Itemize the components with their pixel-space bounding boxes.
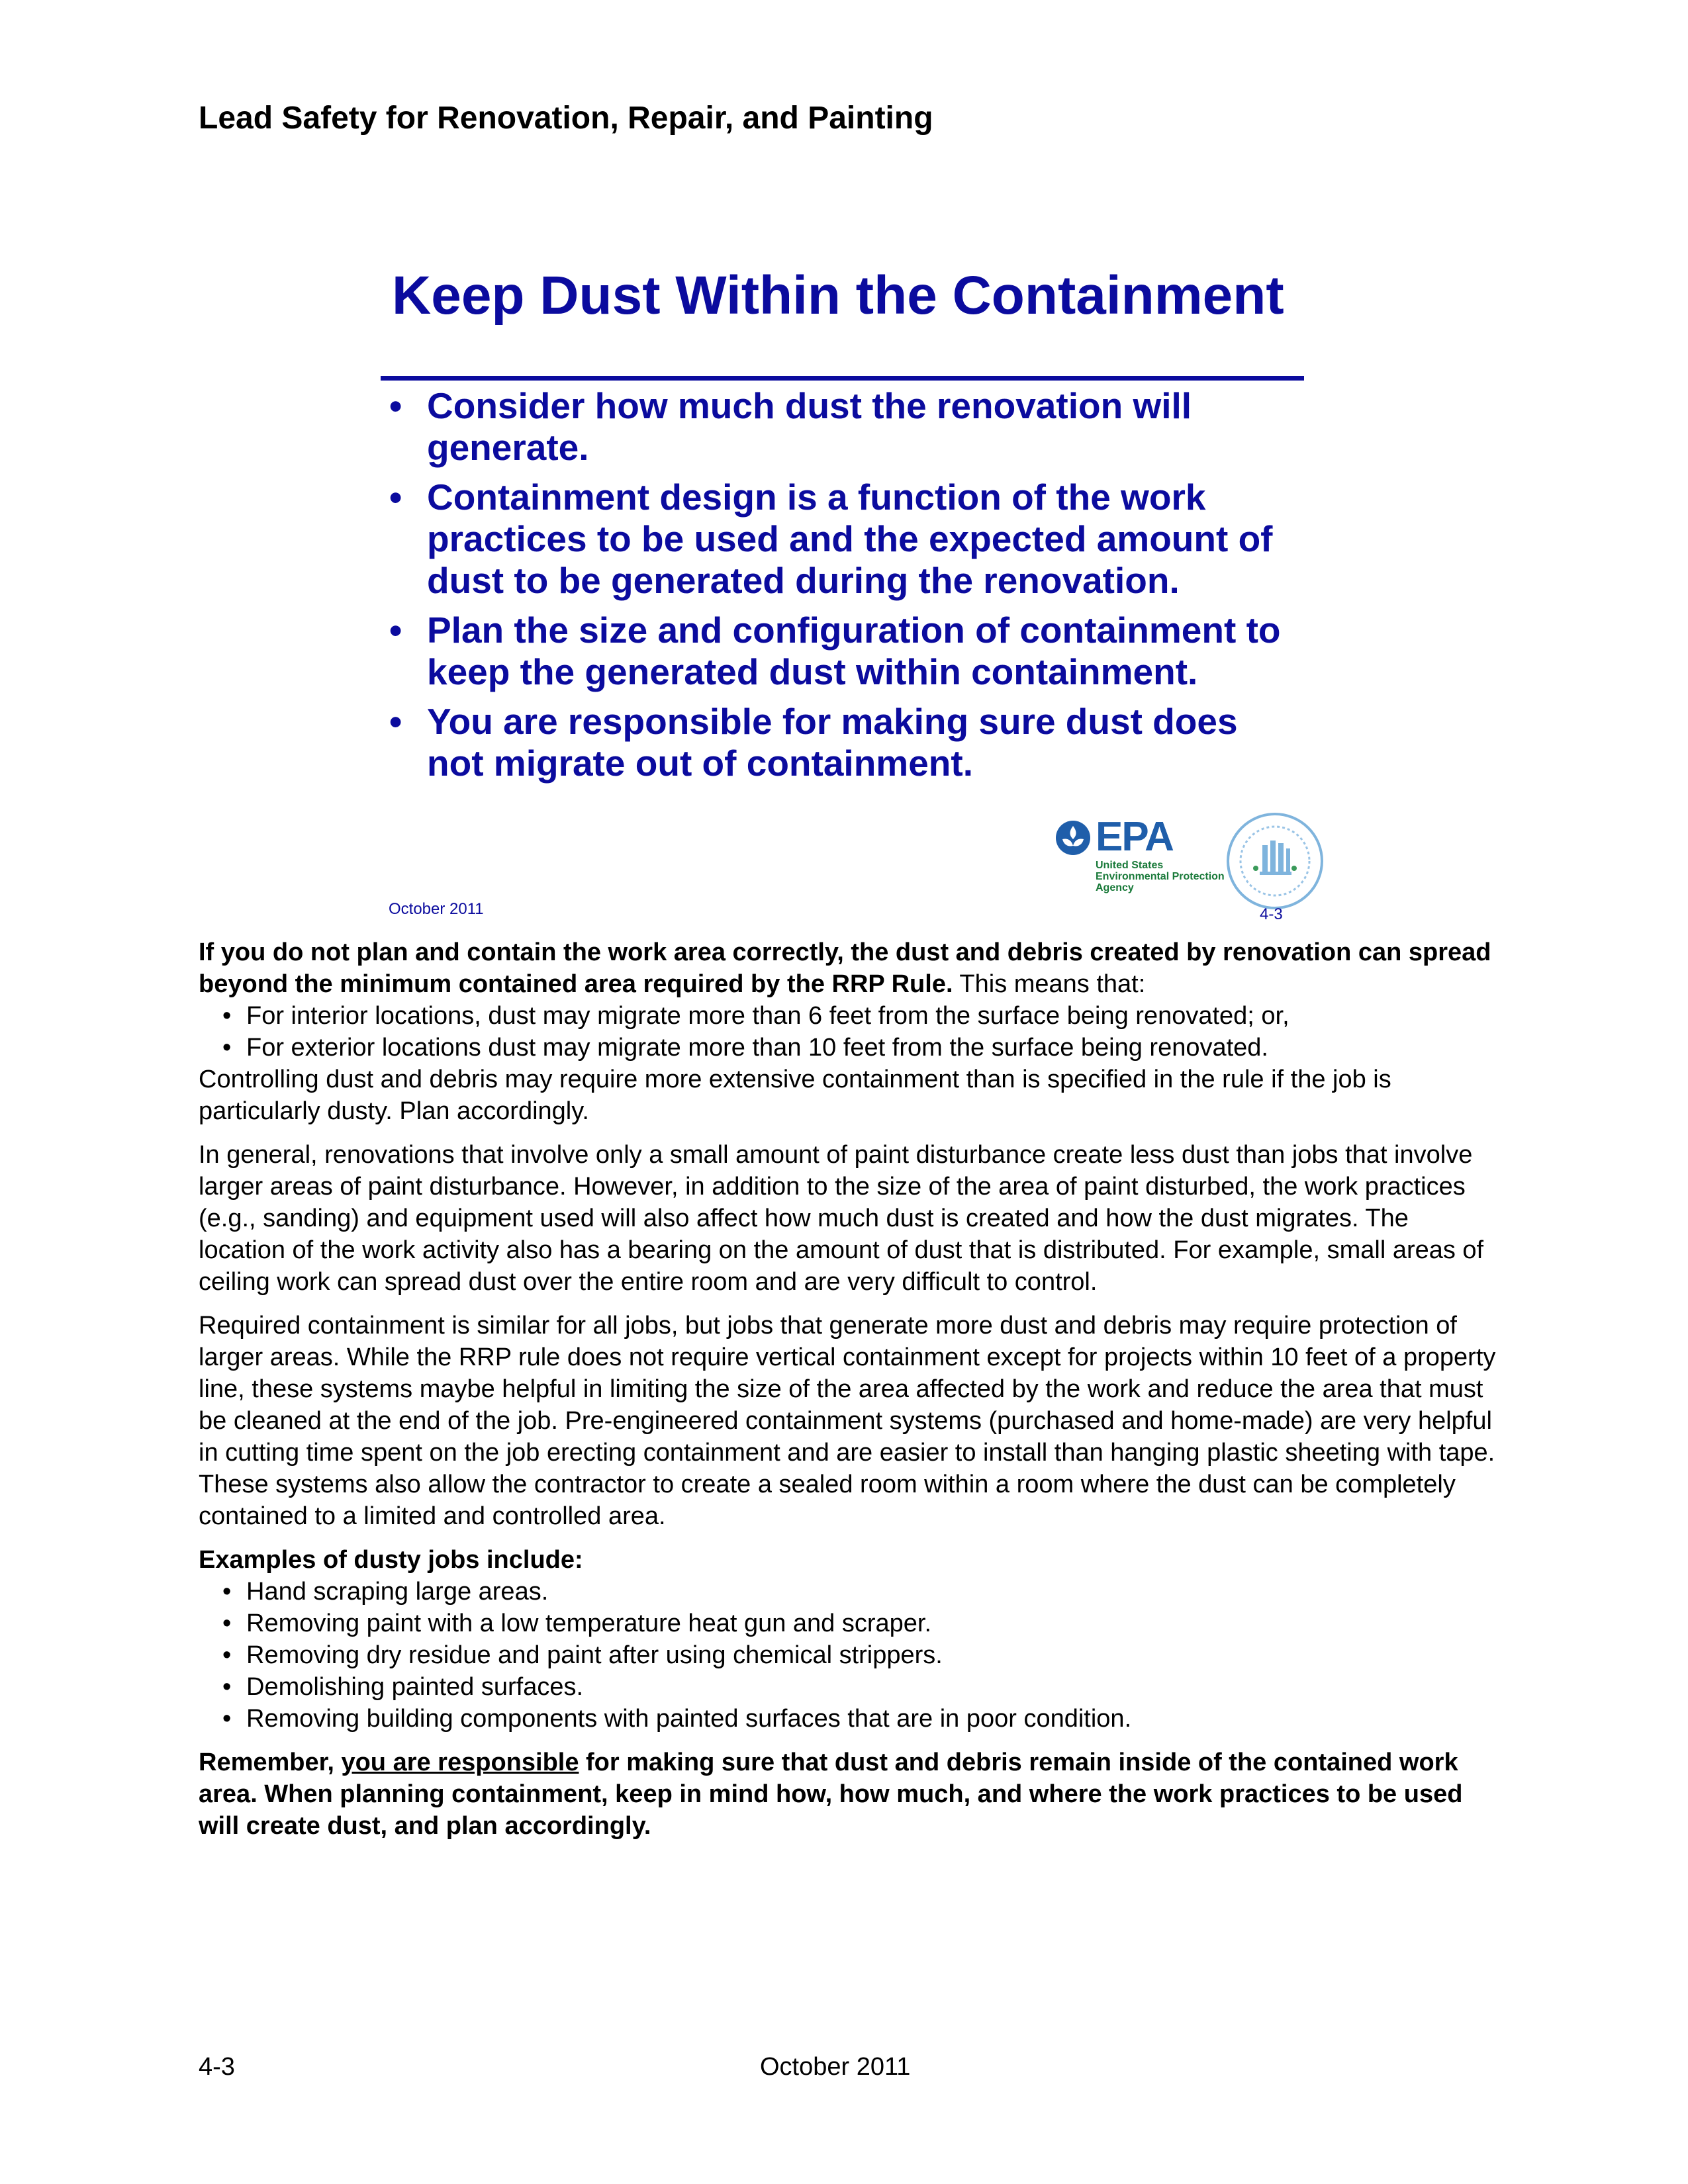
list-item-text: For interior locations, dust may migrate… xyxy=(246,1002,1289,1030)
epa-logo: EPA United States Environmental Protecti… xyxy=(1056,817,1248,900)
list-item: • Demolishing painted surfaces. xyxy=(199,1671,1496,1703)
notes-intro-rest: This means that: xyxy=(953,970,1146,998)
slide-bullet-list: • Consider how much dust the renovation w… xyxy=(381,385,1301,792)
list-item-text: Hand scraping large areas. xyxy=(246,1578,549,1606)
remember-paragraph: Remember, you are responsible for making… xyxy=(199,1747,1496,1842)
slide-bullet-text: Plan the size and configuration of conta… xyxy=(427,610,1281,692)
list-item-text: Removing paint with a low temperature he… xyxy=(246,1610,932,1637)
notes-intro-followup: Controlling dust and debris may require … xyxy=(199,1066,1391,1125)
list-item: • Removing paint with a low temperature h… xyxy=(199,1608,1496,1639)
list-item-text: For exterior locations dust may migrate … xyxy=(246,1034,1268,1062)
list-item-text: Demolishing painted surfaces. xyxy=(246,1673,584,1701)
bullet-icon: • xyxy=(389,701,402,742)
notes-intro-bold: If you do not plan and contain the work … xyxy=(199,938,1491,998)
bullet-icon: • xyxy=(222,1705,232,1733)
bullet-icon: • xyxy=(222,1673,232,1701)
slide-bullet-text: You are responsible for making sure dust… xyxy=(427,701,1238,784)
bullet-icon: • xyxy=(389,610,402,651)
epa-flower-icon xyxy=(1056,821,1090,855)
notes-paragraph-required: Required containment is similar for all … xyxy=(199,1312,1496,1530)
notes-intro: If you do not plan and contain the work … xyxy=(199,936,1496,1000)
epa-agency-name: United States Environmental Protection A… xyxy=(1096,860,1225,893)
bullet-icon: • xyxy=(389,477,402,518)
slide-bullet: • You are responsible for making sure dus… xyxy=(381,701,1301,784)
slide-bullet-text: Consider how much dust the renovation wi… xyxy=(427,385,1192,468)
list-item-text: Removing building components with painte… xyxy=(246,1705,1132,1733)
slide-footer-page: 4-3 xyxy=(1260,905,1283,923)
list-item-text: Removing dry residue and paint after usi… xyxy=(246,1641,943,1669)
instructor-notes: If you do not plan and contain the work … xyxy=(199,936,1496,1854)
notes-paragraph-general: In general, renovations that involve onl… xyxy=(199,1141,1484,1296)
slide-footer-date: October 2011 xyxy=(389,900,484,918)
bullet-icon: • xyxy=(222,1034,232,1062)
examples-list: • Hand scraping large areas. • Removing pa… xyxy=(199,1576,1496,1735)
epa-wordmark: EPA xyxy=(1096,814,1174,860)
slide-bullet-text: Containment design is a function of the … xyxy=(427,477,1273,601)
bullet-icon: • xyxy=(222,1002,232,1030)
remember-start: Remember, xyxy=(199,1749,342,1776)
slide-title-rule xyxy=(381,376,1304,381)
list-item: • Hand scraping large areas. xyxy=(199,1576,1496,1608)
page-footer-date: October 2011 xyxy=(760,2053,911,2081)
slide-title: Keep Dust Within the Containment xyxy=(392,265,1284,326)
slide-panel: Keep Dust Within the Containment • Consid… xyxy=(381,258,1327,936)
list-item: • Removing dry residue and paint after us… xyxy=(199,1639,1496,1671)
examples-heading: Examples of dusty jobs include: xyxy=(199,1546,583,1574)
slide-bullet: • Consider how much dust the renovation w… xyxy=(381,385,1301,469)
bullet-icon: • xyxy=(222,1641,232,1669)
bullet-icon: • xyxy=(222,1578,232,1606)
slide-bullet: • Containment design is a function of the… xyxy=(381,477,1301,602)
slide-bullet: • Plan the size and configuration of cont… xyxy=(381,610,1301,693)
running-header: Lead Safety for Renovation, Repair, and … xyxy=(199,101,933,136)
list-item: • Removing building components with paint… xyxy=(199,1703,1496,1735)
bullet-icon: • xyxy=(222,1610,232,1637)
list-item: • For interior locations, dust may migrat… xyxy=(199,1000,1496,1032)
remember-end: for making sure that dust and debris rem… xyxy=(199,1749,1463,1840)
page-number: 4-3 xyxy=(199,2053,235,2081)
list-item: • For exterior locations dust may migrate… xyxy=(199,1032,1496,1064)
remember-underlined: you are responsible xyxy=(341,1749,579,1776)
notes-intro-list: • For interior locations, dust may migrat… xyxy=(199,1000,1496,1064)
hud-seal-icon xyxy=(1227,813,1323,909)
bullet-icon: • xyxy=(389,385,402,426)
